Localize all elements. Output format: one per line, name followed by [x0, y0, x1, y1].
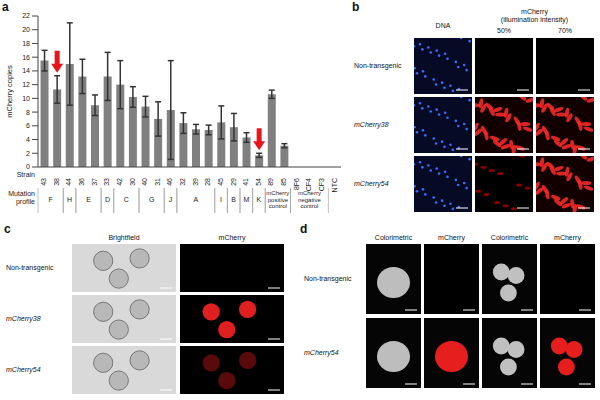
svg-text:G: G	[149, 196, 154, 203]
svg-text:29: 29	[230, 178, 237, 186]
svg-text:18: 18	[22, 40, 30, 47]
html-text:mCherry38: mCherry38	[354, 121, 389, 129]
svg-text:Mutation: Mutation	[8, 190, 35, 197]
html-text:mCherry: mCherry	[438, 234, 465, 241]
html-text:mCherry38: mCherry38	[6, 315, 41, 323]
svg-text:H: H	[67, 196, 72, 203]
svg-text:8: 8	[26, 109, 30, 116]
svg-text:22: 22	[22, 12, 30, 19]
svg-text:16: 16	[22, 54, 30, 61]
html-text:a: a	[2, 0, 9, 14]
svg-text:30: 30	[129, 178, 136, 186]
svg-text:4: 4	[26, 136, 30, 143]
html-text:Brightfield: Brightfield	[108, 234, 140, 241]
svg-text:D: D	[105, 196, 110, 203]
svg-text:C: C	[124, 196, 129, 203]
svg-text:40: 40	[141, 178, 148, 186]
svg-text:M: M	[243, 196, 249, 203]
html-text:mCherry: mCherry	[554, 234, 581, 241]
html-text:(illumination intensity): (illumination intensity)	[500, 15, 569, 23]
svg-text:20: 20	[22, 26, 30, 33]
svg-text:45: 45	[217, 178, 224, 186]
svg-text:85: 85	[280, 178, 287, 186]
html-text:Colorimetric: Colorimetric	[374, 234, 413, 241]
svg-text:6: 6	[26, 122, 30, 129]
svg-text:B: B	[231, 196, 236, 203]
svg-text:10: 10	[22, 95, 30, 102]
html-text:mCherry: mCherry	[521, 8, 548, 15]
svg-text:profile: profile	[16, 198, 35, 206]
svg-text:A: A	[193, 196, 198, 203]
html-text:DNA: DNA	[435, 22, 451, 29]
svg-text:mCherry: mCherry	[266, 190, 289, 196]
svg-text:K: K	[257, 196, 262, 203]
svg-text:0: 0	[26, 163, 30, 170]
svg-text:F: F	[48, 196, 52, 203]
svg-text:12: 12	[22, 81, 30, 88]
svg-text:E: E	[86, 196, 91, 203]
html-text:70%: 70%	[558, 27, 572, 34]
svg-text:CF4: CF4	[305, 178, 312, 191]
svg-text:CF3: CF3	[318, 178, 325, 191]
svg-text:2: 2	[26, 150, 30, 157]
svg-text:36: 36	[78, 178, 85, 186]
svg-text:41: 41	[242, 178, 249, 186]
html-text:c: c	[4, 222, 11, 236]
svg-text:mCherry: mCherry	[298, 190, 321, 196]
svg-text:I: I	[220, 196, 222, 203]
svg-text:NTC: NTC	[331, 178, 338, 192]
svg-text:54: 54	[255, 178, 262, 186]
html-text:mCherry: mCherry	[218, 234, 246, 241]
html-text:Non-transgenic: Non-transgenic	[354, 62, 402, 70]
svg-text:31: 31	[154, 178, 161, 186]
svg-text:89: 89	[267, 178, 274, 186]
svg-text:control: control	[269, 203, 287, 209]
svg-text:positive: positive	[268, 197, 289, 203]
svg-text:44: 44	[65, 178, 72, 186]
html-text:50%: 50%	[497, 27, 511, 34]
html-text:d: d	[300, 222, 308, 236]
svg-text:38: 38	[53, 178, 60, 186]
html-text:b: b	[352, 0, 360, 14]
svg-text:J: J	[169, 196, 173, 203]
svg-text:43: 43	[40, 178, 47, 186]
html-text:Non-transgenic: Non-transgenic	[304, 275, 352, 283]
svg-text:32: 32	[179, 178, 186, 186]
html-text:mCherry54: mCherry54	[6, 366, 41, 374]
html-text:Colorimetric: Colorimetric	[490, 234, 529, 241]
svg-text:14: 14	[22, 67, 30, 74]
svg-text:control: control	[300, 203, 318, 209]
svg-text:mCherry copies: mCherry copies	[5, 65, 14, 118]
svg-text:8F6: 8F6	[293, 178, 300, 190]
svg-text:Strain: Strain	[17, 171, 35, 178]
html-text:mCherry54: mCherry54	[304, 349, 339, 357]
svg-text:28: 28	[204, 178, 211, 186]
html-text:mCherry54: mCherry54	[354, 180, 389, 188]
svg-text:33: 33	[103, 178, 110, 186]
svg-text:42: 42	[116, 178, 123, 186]
svg-text:39: 39	[192, 178, 199, 186]
svg-text:negative: negative	[298, 197, 321, 203]
html-text:Non-transgenic: Non-transgenic	[6, 264, 54, 272]
svg-text:46: 46	[166, 178, 173, 186]
svg-text:37: 37	[91, 178, 98, 186]
